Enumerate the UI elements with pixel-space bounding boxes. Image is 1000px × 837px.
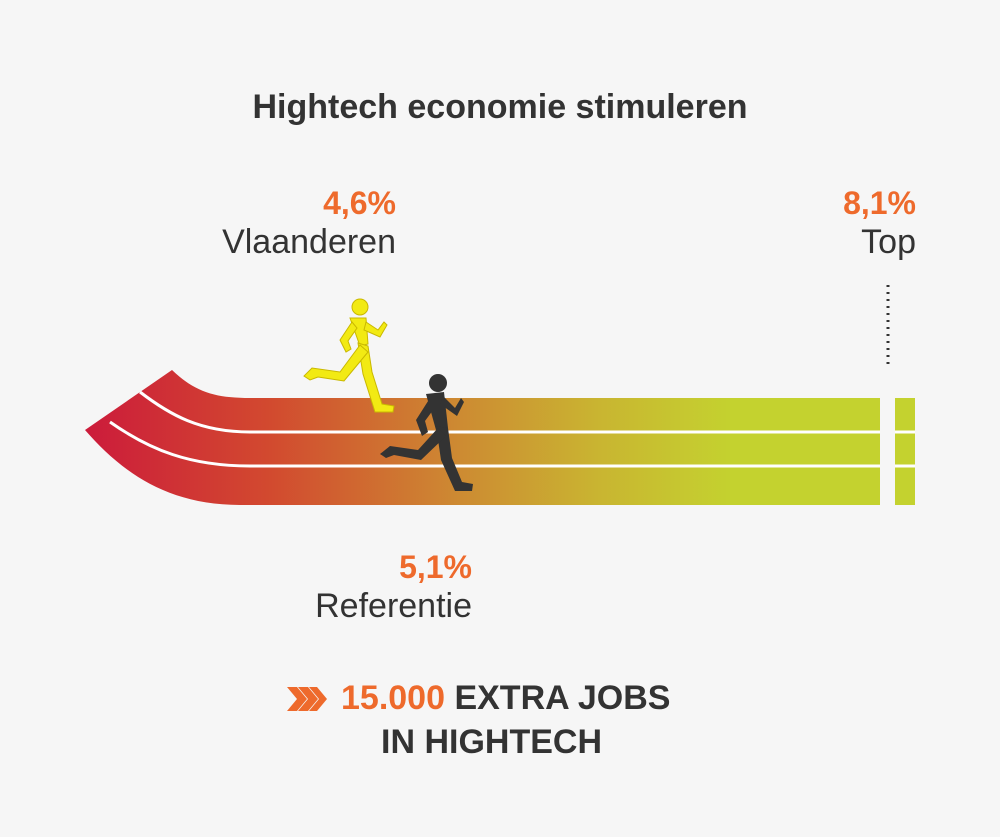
top-label: Top [861,223,916,261]
vlaanderen-label: Vlaanderen [222,223,396,261]
runner-icon [303,298,395,413]
lane-line [109,420,915,468]
track-surface [85,370,915,505]
jobs-callout: 15.000 EXTRA JOBS IN HIGHTECH [285,676,745,764]
jobs-line-1: 15.000 EXTRA JOBS [285,676,745,720]
top-value: 8,1% [843,185,916,221]
jobs-number: 15.000 [341,679,445,717]
runner-icon [380,374,473,491]
referentie-label: Referentie [315,587,472,625]
jobs-text-1: EXTRA JOBS [454,679,671,717]
page-title: Hightech economie stimuleren [252,88,748,126]
vlaanderen-value: 4,6% [323,185,396,221]
vlaanderen-marker: 4,6% Vlaanderen [150,184,396,262]
jobs-text-2: IN HIGHTECH [381,723,602,761]
top-marker: 8,1% Top [760,184,916,262]
finish-line [880,396,895,508]
referentie-marker: 5,1% Referentie [220,548,472,626]
referentie-value: 5,1% [399,549,472,585]
chevron-arrows-icon [287,687,327,711]
lane-line [139,390,915,434]
